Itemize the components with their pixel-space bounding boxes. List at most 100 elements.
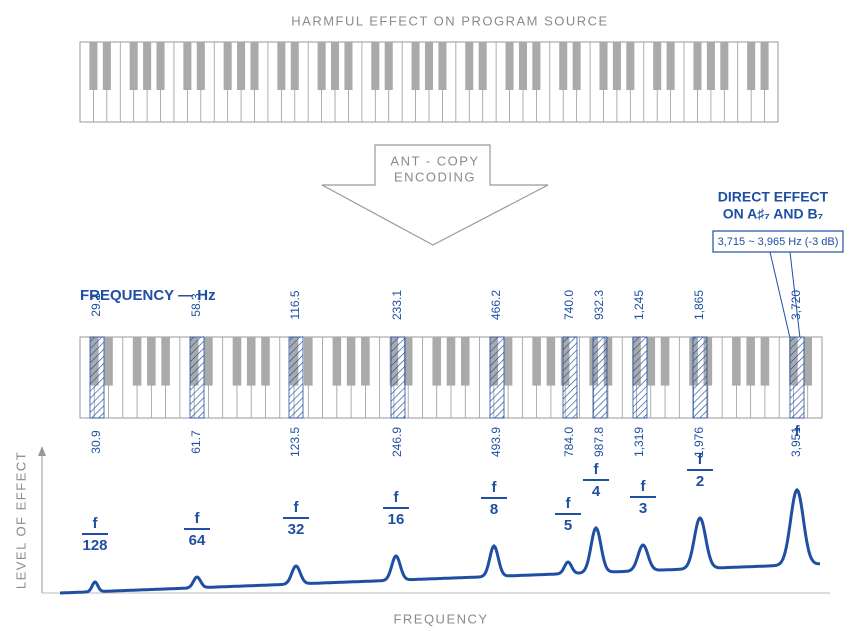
black-key: [613, 42, 621, 90]
upper-frequency: 740.0: [562, 290, 576, 320]
black-key: [157, 42, 165, 90]
hatched-key: [790, 337, 804, 418]
black-key: [693, 42, 701, 90]
upper-frequency: 1,865: [692, 290, 706, 320]
black-key: [573, 42, 581, 90]
range: 3,715 ~ 3,965 Hz (-3 dB): [718, 236, 839, 248]
black-key: [204, 337, 213, 386]
black-key: [261, 337, 270, 386]
peak-numerator: f: [294, 499, 300, 516]
black-key: [344, 42, 352, 90]
hatched-key: [490, 337, 504, 418]
black-key: [277, 42, 285, 90]
peak-numerator: f: [394, 489, 400, 506]
black-key: [224, 42, 232, 90]
black-key: [333, 337, 342, 386]
black-key: [318, 42, 326, 90]
black-key: [143, 42, 151, 90]
hatched-key: [593, 337, 607, 418]
black-key: [519, 42, 527, 90]
black-key: [547, 337, 556, 386]
black-key: [461, 337, 470, 386]
black-key: [438, 42, 446, 90]
lower-frequency: 30.9: [89, 430, 103, 454]
peak-denominator: 32: [288, 521, 305, 538]
upper-frequency: 233.1: [390, 290, 404, 320]
black-key: [361, 337, 370, 386]
black-key: [465, 42, 473, 90]
upper-frequency: 29.1: [89, 293, 103, 317]
hatched-key: [693, 337, 707, 418]
black-key: [250, 42, 258, 90]
lower-frequency: 987.8: [592, 427, 606, 457]
black-key: [237, 42, 245, 90]
peak-denominator: 16: [388, 511, 405, 528]
black-key: [646, 337, 655, 386]
hatched-key: [391, 337, 405, 418]
hatched-key: [190, 337, 204, 418]
upper-frequency: 58.3: [189, 293, 203, 317]
pointer: [770, 252, 790, 338]
peak-numerator: f: [641, 478, 647, 495]
title: HARMFUL EFFECT ON PROGRAM SOURCE: [291, 13, 608, 28]
black-key: [161, 337, 170, 386]
black-key: [347, 337, 356, 386]
diagram: HARMFUL EFFECT ON PROGRAM SOURCE ANT - C…: [0, 0, 862, 631]
black-key: [412, 42, 420, 90]
black-key: [761, 42, 769, 90]
lower-frequency: 246.9: [390, 427, 404, 457]
black-key: [371, 42, 379, 90]
direct-effect: ON A♯₇ AND B₇: [723, 206, 823, 222]
black-key: [504, 337, 513, 386]
black-key: [746, 337, 755, 386]
peak-denominator: 3: [639, 500, 647, 517]
lower-frequency: 784.0: [562, 427, 576, 457]
hatched-key: [289, 337, 303, 418]
black-key: [747, 42, 755, 90]
black-key: [661, 337, 670, 386]
peak-numerator: f: [492, 479, 498, 496]
black-key: [130, 42, 138, 90]
black-key: [331, 42, 339, 90]
black-key: [183, 42, 191, 90]
black-key: [104, 337, 113, 386]
black-key: [133, 337, 142, 386]
lower-frequency: 493.9: [489, 427, 503, 457]
black-key: [653, 42, 661, 90]
black-key: [304, 337, 313, 386]
black-key: [447, 337, 456, 386]
peak-denominator: 64: [189, 532, 206, 549]
hatched-key: [633, 337, 647, 418]
black-key: [103, 42, 111, 90]
black-key: [532, 337, 541, 386]
black-key: [559, 42, 567, 90]
peak-denominator: 2: [696, 473, 704, 490]
black-key: [803, 337, 812, 386]
lower-frequency: 61.7: [189, 430, 203, 454]
black-key: [506, 42, 514, 90]
black-key: [425, 42, 433, 90]
upper-frequency: 466.2: [489, 290, 503, 320]
black-key: [197, 42, 205, 90]
upper-frequency: 116.5: [288, 290, 302, 319]
peak-denominator: 5: [564, 517, 572, 534]
peak-numerator: f: [93, 515, 99, 532]
hatched-key: [563, 337, 577, 418]
lower-frequency: 123.5: [288, 427, 302, 457]
black-key: [233, 337, 242, 386]
black-key: [89, 42, 97, 90]
arrowhead: [38, 446, 46, 456]
upper-frequency: 932.3: [592, 290, 606, 320]
black-key: [385, 42, 393, 90]
black-key: [732, 337, 741, 386]
peak-denominator: 4: [592, 483, 601, 500]
black-key: [479, 42, 487, 90]
peak-numerator: f: [566, 495, 572, 512]
black-key: [599, 42, 607, 90]
y-axis-label: LEVEL OF EFFECT: [13, 451, 28, 589]
upper-frequency: 3,720: [789, 290, 803, 320]
black-key: [626, 42, 634, 90]
black-key: [532, 42, 540, 90]
lower-frequency: 1,319: [632, 427, 646, 457]
black-key: [147, 337, 156, 386]
